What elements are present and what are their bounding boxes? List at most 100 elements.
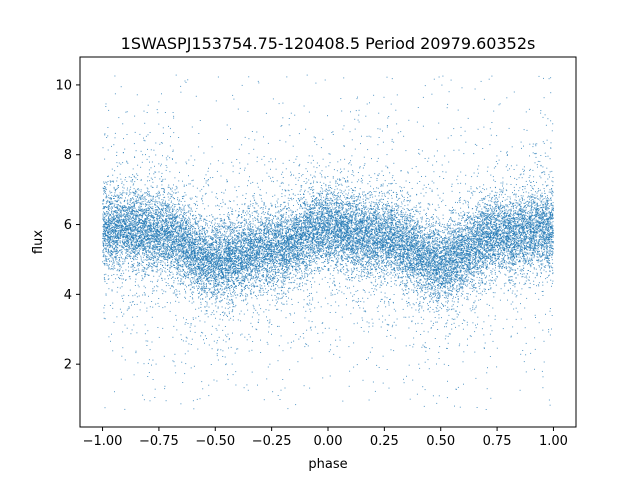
scatter-point <box>547 223 548 225</box>
scatter-point <box>288 232 290 234</box>
scatter-point <box>192 318 194 320</box>
scatter-point <box>134 213 136 215</box>
scatter-point <box>483 205 485 207</box>
scatter-point <box>531 218 533 220</box>
scatter-point <box>264 247 266 249</box>
scatter-point <box>532 152 534 154</box>
scatter-point <box>353 236 354 238</box>
scatter-point <box>423 247 424 249</box>
scatter-point <box>410 262 412 264</box>
scatter-point <box>448 280 450 282</box>
scatter-point <box>456 251 458 253</box>
scatter-point <box>181 231 182 233</box>
scatter-point <box>165 229 167 231</box>
scatter-point <box>122 162 124 164</box>
scatter-point <box>494 181 496 182</box>
scatter-point <box>403 252 405 254</box>
scatter-point <box>281 263 283 265</box>
scatter-point <box>475 259 477 261</box>
scatter-point <box>171 206 173 208</box>
scatter-point <box>341 264 343 265</box>
scatter-point <box>136 241 138 243</box>
scatter-point <box>496 155 498 157</box>
scatter-point <box>189 232 191 234</box>
scatter-point <box>544 203 546 204</box>
scatter-point <box>229 243 231 245</box>
scatter-point <box>202 236 204 238</box>
scatter-point <box>121 197 123 199</box>
scatter-point <box>433 292 435 294</box>
scatter-point <box>205 286 207 288</box>
scatter-point <box>549 253 551 255</box>
scatter-point <box>342 249 343 251</box>
scatter-point <box>270 271 272 273</box>
scatter-point <box>415 259 417 261</box>
scatter-point <box>162 250 164 252</box>
scatter-point <box>539 230 541 232</box>
scatter-point <box>439 306 441 308</box>
scatter-point <box>118 204 119 206</box>
scatter-point <box>354 277 355 279</box>
scatter-point <box>395 222 397 223</box>
scatter-point <box>250 203 252 205</box>
scatter-point <box>280 182 282 184</box>
scatter-point <box>403 247 405 249</box>
scatter-point <box>372 213 374 215</box>
scatter-point <box>496 202 498 203</box>
scatter-point <box>463 282 464 284</box>
scatter-point <box>332 176 334 178</box>
scatter-point <box>373 188 374 190</box>
scatter-point <box>253 236 255 238</box>
scatter-point <box>485 235 487 237</box>
scatter-point <box>299 207 301 209</box>
scatter-point <box>334 284 336 285</box>
scatter-point <box>539 217 541 219</box>
scatter-point <box>549 225 551 227</box>
scatter-point <box>114 220 116 222</box>
scatter-point <box>434 263 436 265</box>
scatter-point <box>364 219 366 221</box>
scatter-point <box>337 292 339 294</box>
scatter-point <box>428 247 429 249</box>
scatter-point <box>438 317 440 319</box>
scatter-point <box>150 259 151 261</box>
scatter-point <box>202 240 204 242</box>
scatter-point <box>212 238 213 240</box>
scatter-point <box>302 245 304 246</box>
scatter-point <box>406 375 407 377</box>
scatter-point <box>353 285 355 287</box>
scatter-point <box>462 239 464 241</box>
scatter-point <box>157 221 159 223</box>
scatter-point <box>364 261 366 262</box>
scatter-point <box>245 266 247 268</box>
scatter-point <box>213 261 215 263</box>
scatter-point <box>497 232 499 234</box>
scatter-point <box>115 256 117 258</box>
scatter-point <box>397 226 399 228</box>
scatter-point <box>494 208 496 210</box>
scatter-point <box>251 285 252 287</box>
scatter-point <box>158 227 160 229</box>
scatter-point <box>546 195 548 197</box>
scatter-point <box>186 258 188 260</box>
scatter-point <box>482 256 484 258</box>
scatter-point <box>261 269 263 271</box>
scatter-point <box>474 251 476 253</box>
scatter-point <box>517 220 519 222</box>
scatter-point <box>536 221 538 223</box>
scatter-point <box>198 259 200 261</box>
scatter-point <box>179 283 181 285</box>
scatter-point <box>397 276 399 278</box>
scatter-point <box>414 243 416 245</box>
scatter-point <box>494 237 496 239</box>
scatter-point <box>278 233 280 235</box>
scatter-point <box>478 224 480 226</box>
scatter-point <box>314 201 315 203</box>
scatter-point <box>351 227 353 229</box>
scatter-point <box>536 143 538 145</box>
scatter-point <box>446 227 448 229</box>
scatter-point <box>119 254 121 256</box>
scatter-point <box>122 186 124 188</box>
scatter-point <box>369 222 370 224</box>
scatter-point <box>478 282 480 284</box>
